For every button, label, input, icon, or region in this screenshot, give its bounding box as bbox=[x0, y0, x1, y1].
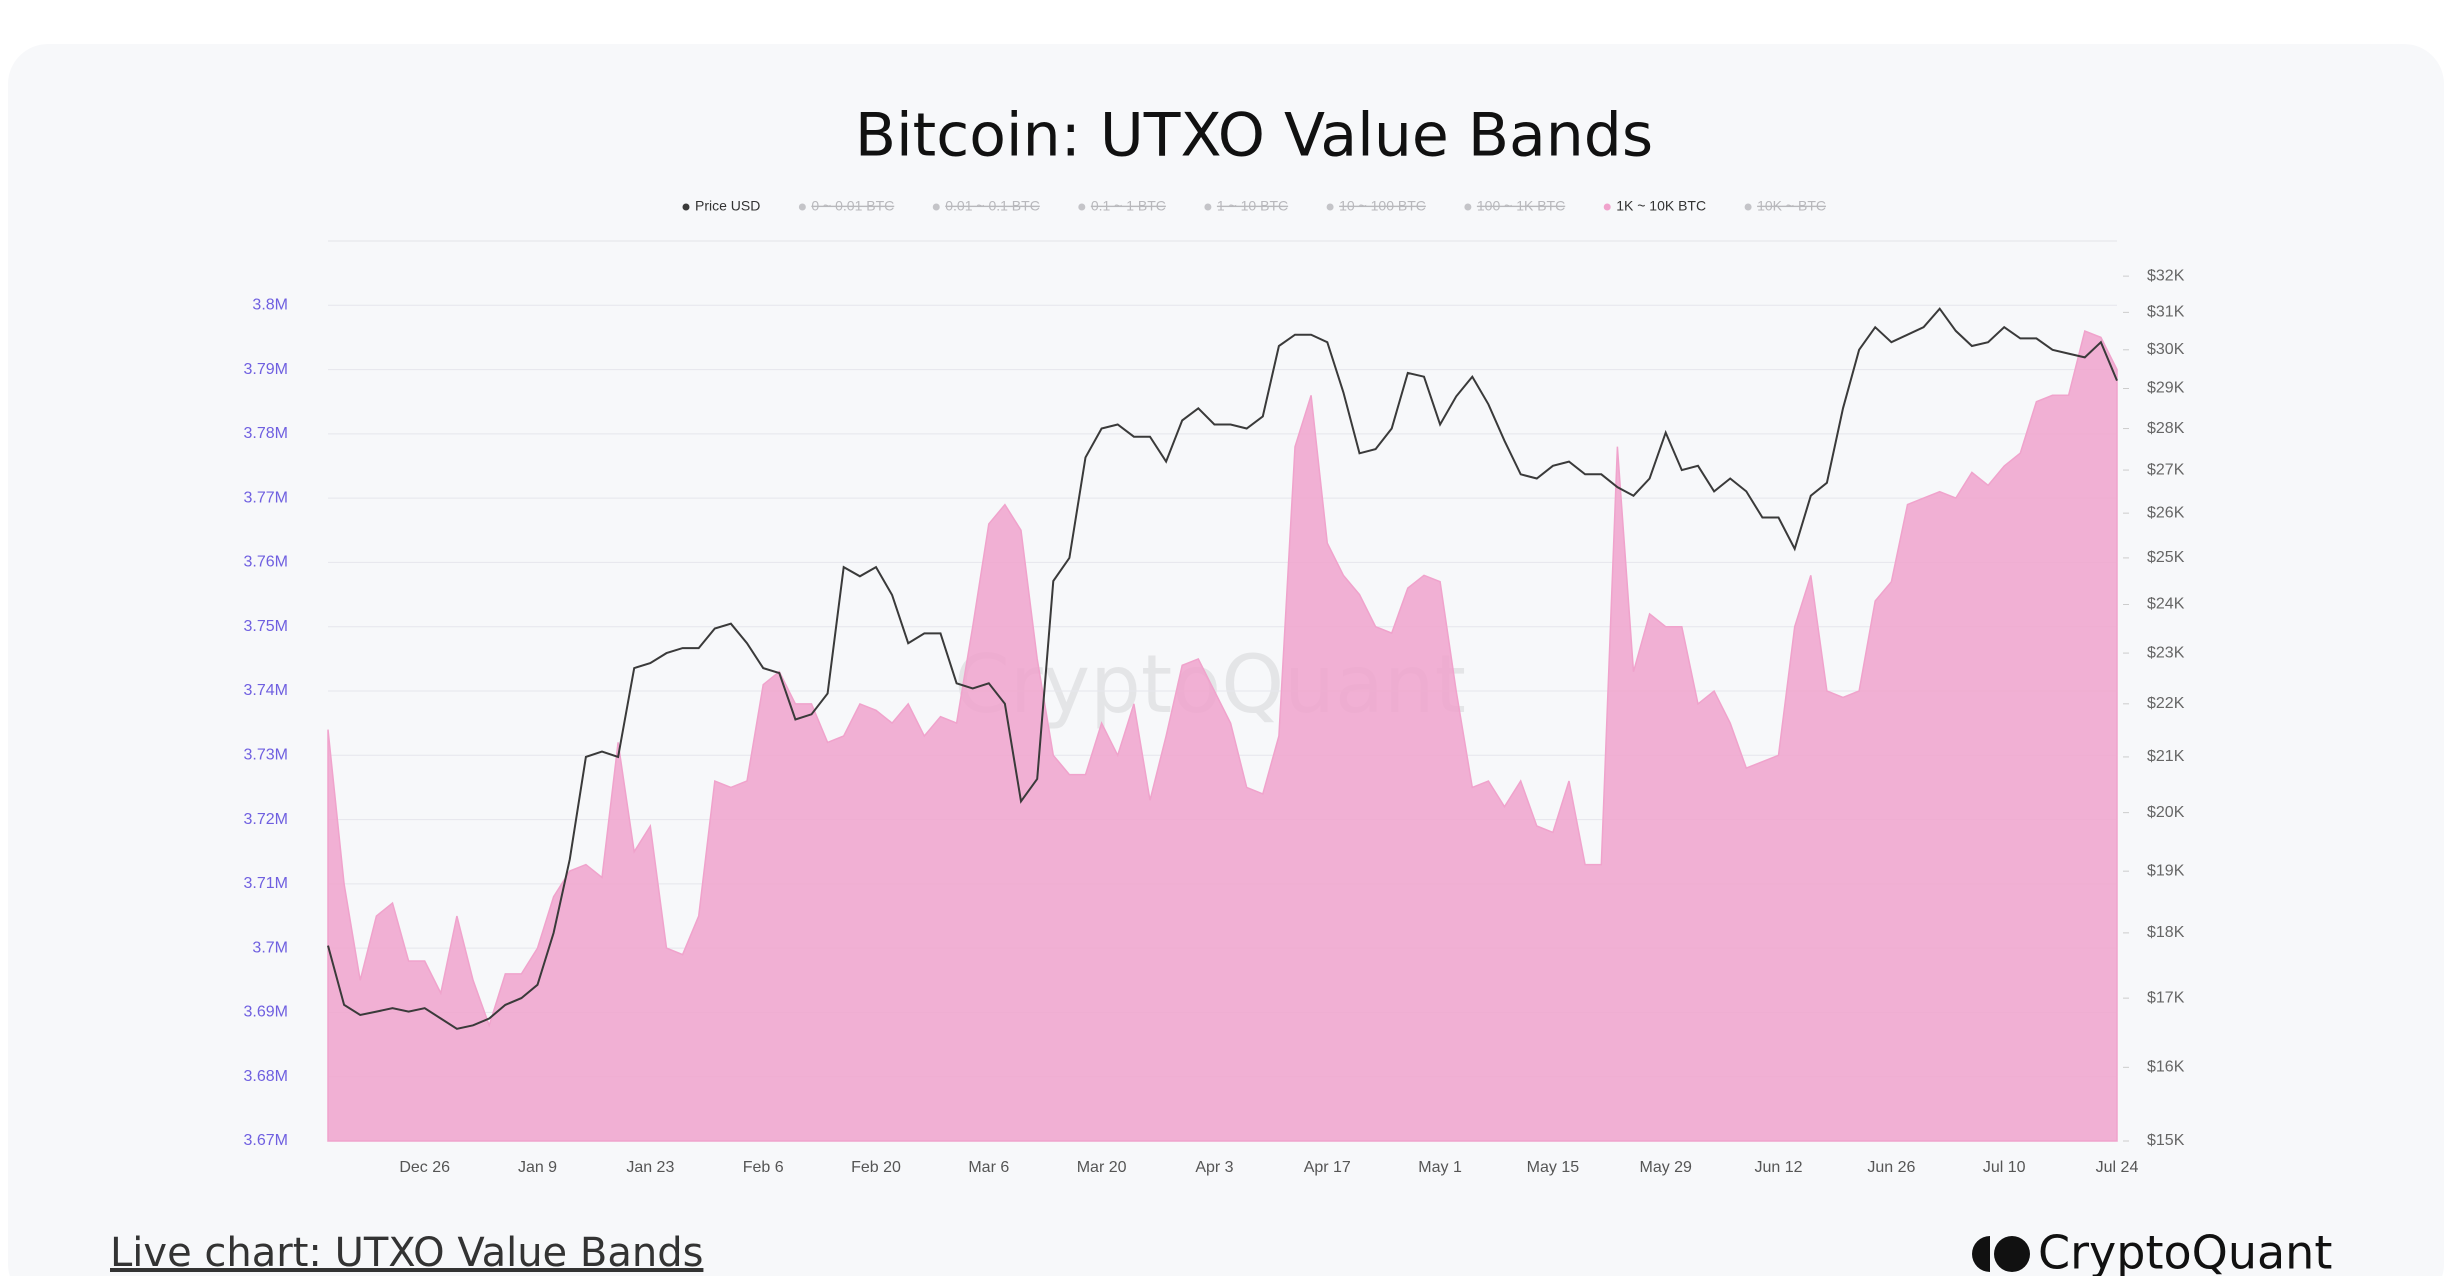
y2-tick-label: $20K bbox=[2147, 804, 2185, 821]
y2-tick-label: $31K bbox=[2147, 304, 2185, 321]
y-tick-label: 3.74M bbox=[244, 682, 288, 699]
legend-label: 1K ~ 10K BTC bbox=[1616, 198, 1706, 214]
y2-tick-label: $27K bbox=[2147, 461, 2185, 478]
x-tick-label: Jul 24 bbox=[2096, 1159, 2139, 1176]
legend-item[interactable]: 1 ~ 10 BTC bbox=[1204, 198, 1288, 214]
y2-tick-label: $32K bbox=[2147, 267, 2185, 284]
y2-tick-label: $26K bbox=[2147, 504, 2185, 521]
x-tick-label: Mar 6 bbox=[968, 1159, 1009, 1176]
y2-tick-label: $19K bbox=[2147, 862, 2185, 879]
y2-tick-label: $17K bbox=[2147, 989, 2185, 1006]
y-tick-label: 3.78M bbox=[244, 425, 288, 442]
legend-marker bbox=[1204, 203, 1212, 211]
y-tick-label: 3.72M bbox=[244, 811, 288, 828]
y2-tick-label: $22K bbox=[2147, 695, 2185, 712]
x-tick-label: May 29 bbox=[1639, 1159, 1692, 1176]
legend-label: 10K ~ BTC bbox=[1757, 198, 1826, 214]
legend-marker bbox=[932, 203, 940, 211]
y-tick-label: 3.79M bbox=[244, 361, 288, 378]
legend-marker bbox=[1078, 203, 1086, 211]
legend-item[interactable]: 10 ~ 100 BTC bbox=[1326, 198, 1426, 214]
y-tick-label: 3.77M bbox=[244, 489, 288, 506]
y-tick-label: 3.69M bbox=[244, 1004, 288, 1021]
legend-item[interactable]: 100 ~ 1K BTC bbox=[1464, 198, 1565, 214]
y2-tick-label: $24K bbox=[2147, 596, 2185, 613]
y2-tick-label: $28K bbox=[2147, 420, 2185, 437]
y2-tick-label: $29K bbox=[2147, 380, 2185, 397]
brand-name: CryptoQuant bbox=[2038, 1226, 2332, 1276]
x-tick-label: Mar 20 bbox=[1077, 1159, 1127, 1176]
y2-tick-label: $30K bbox=[2147, 341, 2185, 358]
legend-label: Price USD bbox=[695, 198, 760, 214]
x-tick-label: May 1 bbox=[1418, 1159, 1462, 1176]
area bbox=[327, 329, 2118, 1142]
y2-tick-label: $15K bbox=[2147, 1132, 2185, 1149]
legend-marker bbox=[1603, 203, 1611, 211]
y2-tick-label: $18K bbox=[2147, 924, 2185, 941]
legend-item[interactable]: 0 ~ 0.01 BTC bbox=[798, 198, 894, 214]
legend-item[interactable]: 10K ~ BTC bbox=[1744, 198, 1826, 214]
legend-item[interactable]: Price USD bbox=[682, 198, 761, 214]
legend-item[interactable]: 1K ~ 10K BTC bbox=[1603, 198, 1706, 214]
legend-item[interactable]: 0.1 ~ 1 BTC bbox=[1078, 198, 1166, 214]
legend-item[interactable]: 0.01 ~ 0.1 BTC bbox=[932, 198, 1040, 214]
legend-marker bbox=[1744, 203, 1752, 211]
y-tick-label: 3.71M bbox=[244, 875, 288, 892]
legend-label: 0.1 ~ 1 BTC bbox=[1091, 198, 1166, 214]
x-tick-label: Apr 17 bbox=[1304, 1159, 1351, 1176]
x-tick-label: May 15 bbox=[1527, 1159, 1580, 1176]
price-line bbox=[327, 307, 2118, 1030]
x-tick-label: Apr 3 bbox=[1195, 1159, 1233, 1176]
x-tick-label: Jan 9 bbox=[518, 1159, 557, 1176]
y-tick-label: 3.75M bbox=[244, 618, 288, 635]
y2-tick-label: $23K bbox=[2147, 644, 2185, 661]
logo-mark bbox=[1972, 1236, 1990, 1272]
logo-mark bbox=[1994, 1236, 2030, 1272]
x-tick-label: Jun 12 bbox=[1755, 1159, 1803, 1176]
legend-label: 100 ~ 1K BTC bbox=[1477, 198, 1565, 214]
y2-tick-label: $16K bbox=[2147, 1059, 2185, 1076]
legend-marker bbox=[1464, 203, 1472, 211]
legend-label: 0 ~ 0.01 BTC bbox=[811, 198, 894, 214]
legend-label: 0.01 ~ 0.1 BTC bbox=[945, 198, 1040, 214]
y-tick-label: 3.68M bbox=[244, 1068, 288, 1085]
y-tick-label: 3.67M bbox=[244, 1132, 288, 1149]
y2-tick-label: $25K bbox=[2147, 549, 2185, 566]
legend: Price USD 0 ~ 0.01 BTC 0.01 ~ 0.1 BTC 0.1 ~… bbox=[682, 198, 1826, 214]
x-tick-label: Feb 6 bbox=[743, 1159, 784, 1176]
x-tick-label: Feb 20 bbox=[851, 1159, 901, 1176]
live-chart-link[interactable]: Live chart: UTXO Value Bands bbox=[110, 1230, 703, 1276]
legend-label: 1 ~ 10 BTC bbox=[1217, 198, 1288, 214]
legend-marker bbox=[798, 203, 806, 211]
x-tick-label: Jan 23 bbox=[626, 1159, 674, 1176]
legend-label: 10 ~ 100 BTC bbox=[1339, 198, 1426, 214]
y2-tick-label: $21K bbox=[2147, 748, 2185, 765]
legend-marker bbox=[1326, 203, 1334, 211]
y-tick-label: 3.7M bbox=[252, 939, 288, 956]
x-tick-label: Jul 10 bbox=[1983, 1159, 2026, 1176]
x-tick-label: Jun 26 bbox=[1867, 1159, 1915, 1176]
y-tick-label: 3.8M bbox=[252, 297, 288, 314]
y-tick-label: 3.73M bbox=[244, 747, 288, 764]
legend-marker bbox=[682, 203, 690, 211]
x-tick-label: Dec 26 bbox=[399, 1159, 450, 1176]
chart-title: Bitcoin: UTXO Value Bands bbox=[855, 101, 1653, 171]
y-tick-label: 3.76M bbox=[244, 554, 288, 571]
brand-logo: CryptoQuant bbox=[1972, 1226, 2332, 1276]
